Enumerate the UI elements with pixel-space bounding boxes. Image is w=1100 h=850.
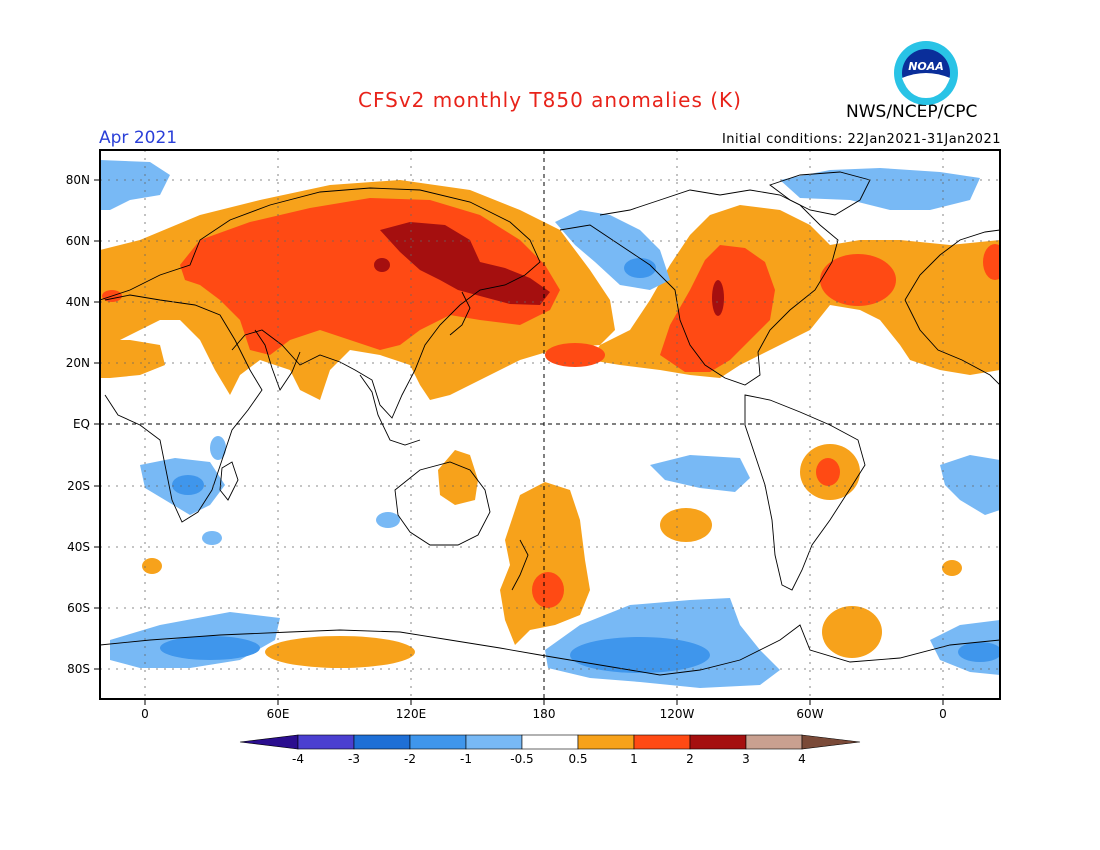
anomaly-field xyxy=(100,160,1000,688)
colorbar: -4 -3 -2 -1 -0.5 0.5 1 2 3 4 xyxy=(239,734,861,766)
axis-ticks xyxy=(94,179,944,705)
cool-region-east-africa xyxy=(210,436,226,460)
colorbar-cell xyxy=(297,734,355,750)
colorbar-label: -4 xyxy=(292,752,304,766)
warm-region-south-atlantic xyxy=(822,606,882,658)
colorbar-cell xyxy=(577,734,635,750)
svg-text:NOAA: NOAA xyxy=(908,60,944,73)
colorbar-cell xyxy=(801,734,861,750)
coast-india xyxy=(254,329,301,391)
lat-label: 40N xyxy=(66,295,90,309)
colorbar-cell xyxy=(633,734,691,750)
coast-new-zealand xyxy=(511,539,529,591)
warm-region-south-indian xyxy=(142,558,162,574)
coast-southeast-asia xyxy=(359,374,421,446)
colorbar-label: 2 xyxy=(686,752,694,766)
coast-north-america xyxy=(559,189,839,386)
colorbar-label: -2 xyxy=(404,752,416,766)
warm-core-europe xyxy=(983,244,1000,280)
longitude-labels: 0 60E 120E 180 120W 60W 0 xyxy=(141,707,947,721)
coast-eurasia xyxy=(100,187,541,419)
cool-core-southern-pacific xyxy=(570,637,710,673)
colorbar-label: 4 xyxy=(798,752,806,766)
cool-region-arctic-east xyxy=(780,168,980,210)
colorbar-cell xyxy=(409,734,467,750)
warm-core-brazil xyxy=(816,458,840,486)
lat-label: 20S xyxy=(67,479,90,493)
map-title: CFSv2 monthly T850 anomalies (K) xyxy=(358,88,742,112)
lat-label: 80S xyxy=(67,662,90,676)
lon-label: 0 xyxy=(141,707,149,721)
lon-label: 60W xyxy=(796,707,823,721)
coast-africa-east-edge xyxy=(904,299,1000,386)
cool-region-arctic-west xyxy=(100,160,170,210)
colorbar-cell xyxy=(353,734,411,750)
lat-label: 20N xyxy=(66,356,90,370)
lat-label: 60N xyxy=(66,234,90,248)
coast-greenland xyxy=(769,171,871,216)
warm-peak-north-america xyxy=(712,280,724,316)
lon-label: 60E xyxy=(267,707,290,721)
cool-region-pacific-south xyxy=(650,455,750,492)
warm-region-antarctic-60e xyxy=(265,636,415,668)
colorbar-cell xyxy=(465,734,523,750)
cool-region-south-atlantic-east xyxy=(940,455,1000,515)
lon-label: 180 xyxy=(533,707,556,721)
warm-core-atlantic xyxy=(820,254,896,306)
colorbar-cell xyxy=(689,734,747,750)
colorbar-cell xyxy=(745,734,803,750)
latitude-labels: 80N 60N 40N 20N EQ 20S 40S 60S 80S xyxy=(66,173,90,676)
coast-japan xyxy=(449,291,471,336)
colorbar-label: -0.5 xyxy=(510,752,533,766)
coastlines xyxy=(100,171,1000,676)
cool-core-southern-atlantic xyxy=(958,642,1000,662)
coast-south-america xyxy=(744,394,866,591)
warm-region-pacific-east xyxy=(660,508,712,542)
cool-core-south-africa xyxy=(172,475,204,495)
cool-region-madagascar xyxy=(202,531,222,545)
lon-label: 0 xyxy=(939,707,947,721)
warm-core-pacific-subtropic xyxy=(545,343,605,367)
valid-month-label: Apr 2021 xyxy=(99,128,178,148)
warm-region-africa-west xyxy=(100,340,165,378)
colorbar-label: -1 xyxy=(460,752,472,766)
noaa-logo-icon: NOAA xyxy=(894,41,958,105)
gridlines xyxy=(100,150,1000,699)
lon-label: 120E xyxy=(396,707,427,721)
lat-label: 60S xyxy=(67,601,90,615)
warm-peak-central-asia xyxy=(374,258,390,272)
colorbar-label: 3 xyxy=(742,752,750,766)
equator-dateline xyxy=(100,150,1000,699)
coast-europe xyxy=(904,229,1000,301)
lon-label: 120W xyxy=(660,707,695,721)
colorbar-cell xyxy=(239,734,299,750)
coast-antarctica xyxy=(100,624,1000,676)
warm-region-south-pacific xyxy=(500,482,590,645)
colorbar-cells xyxy=(239,734,861,750)
cool-core-southern-indian xyxy=(160,636,260,660)
colorbar-labels: -4 -3 -2 -1 -0.5 0.5 1 2 3 4 xyxy=(292,752,806,766)
lat-label: EQ xyxy=(73,417,90,431)
coast-australia xyxy=(394,461,491,546)
lat-label: 80N xyxy=(66,173,90,187)
colorbar-label: -3 xyxy=(348,752,360,766)
colorbar-cell xyxy=(521,734,579,750)
colorbar-label: 0.5 xyxy=(568,752,587,766)
lat-label: 40S xyxy=(67,540,90,554)
warm-region-south-atlantic-small xyxy=(942,560,962,576)
colorbar-label: 1 xyxy=(630,752,638,766)
warm-region-australia-north xyxy=(438,450,478,505)
cool-anomaly-1-2 xyxy=(160,258,1000,673)
cool-region-indian-small xyxy=(376,512,400,528)
initial-conditions-label: Initial conditions: 22Jan2021-31Jan2021 xyxy=(721,132,1001,147)
cool-core-north-pacific xyxy=(624,258,656,278)
agency-label: NWS/NCEP/CPC xyxy=(846,102,978,122)
warm-core-south-pacific xyxy=(532,572,564,608)
coast-africa xyxy=(104,294,263,523)
